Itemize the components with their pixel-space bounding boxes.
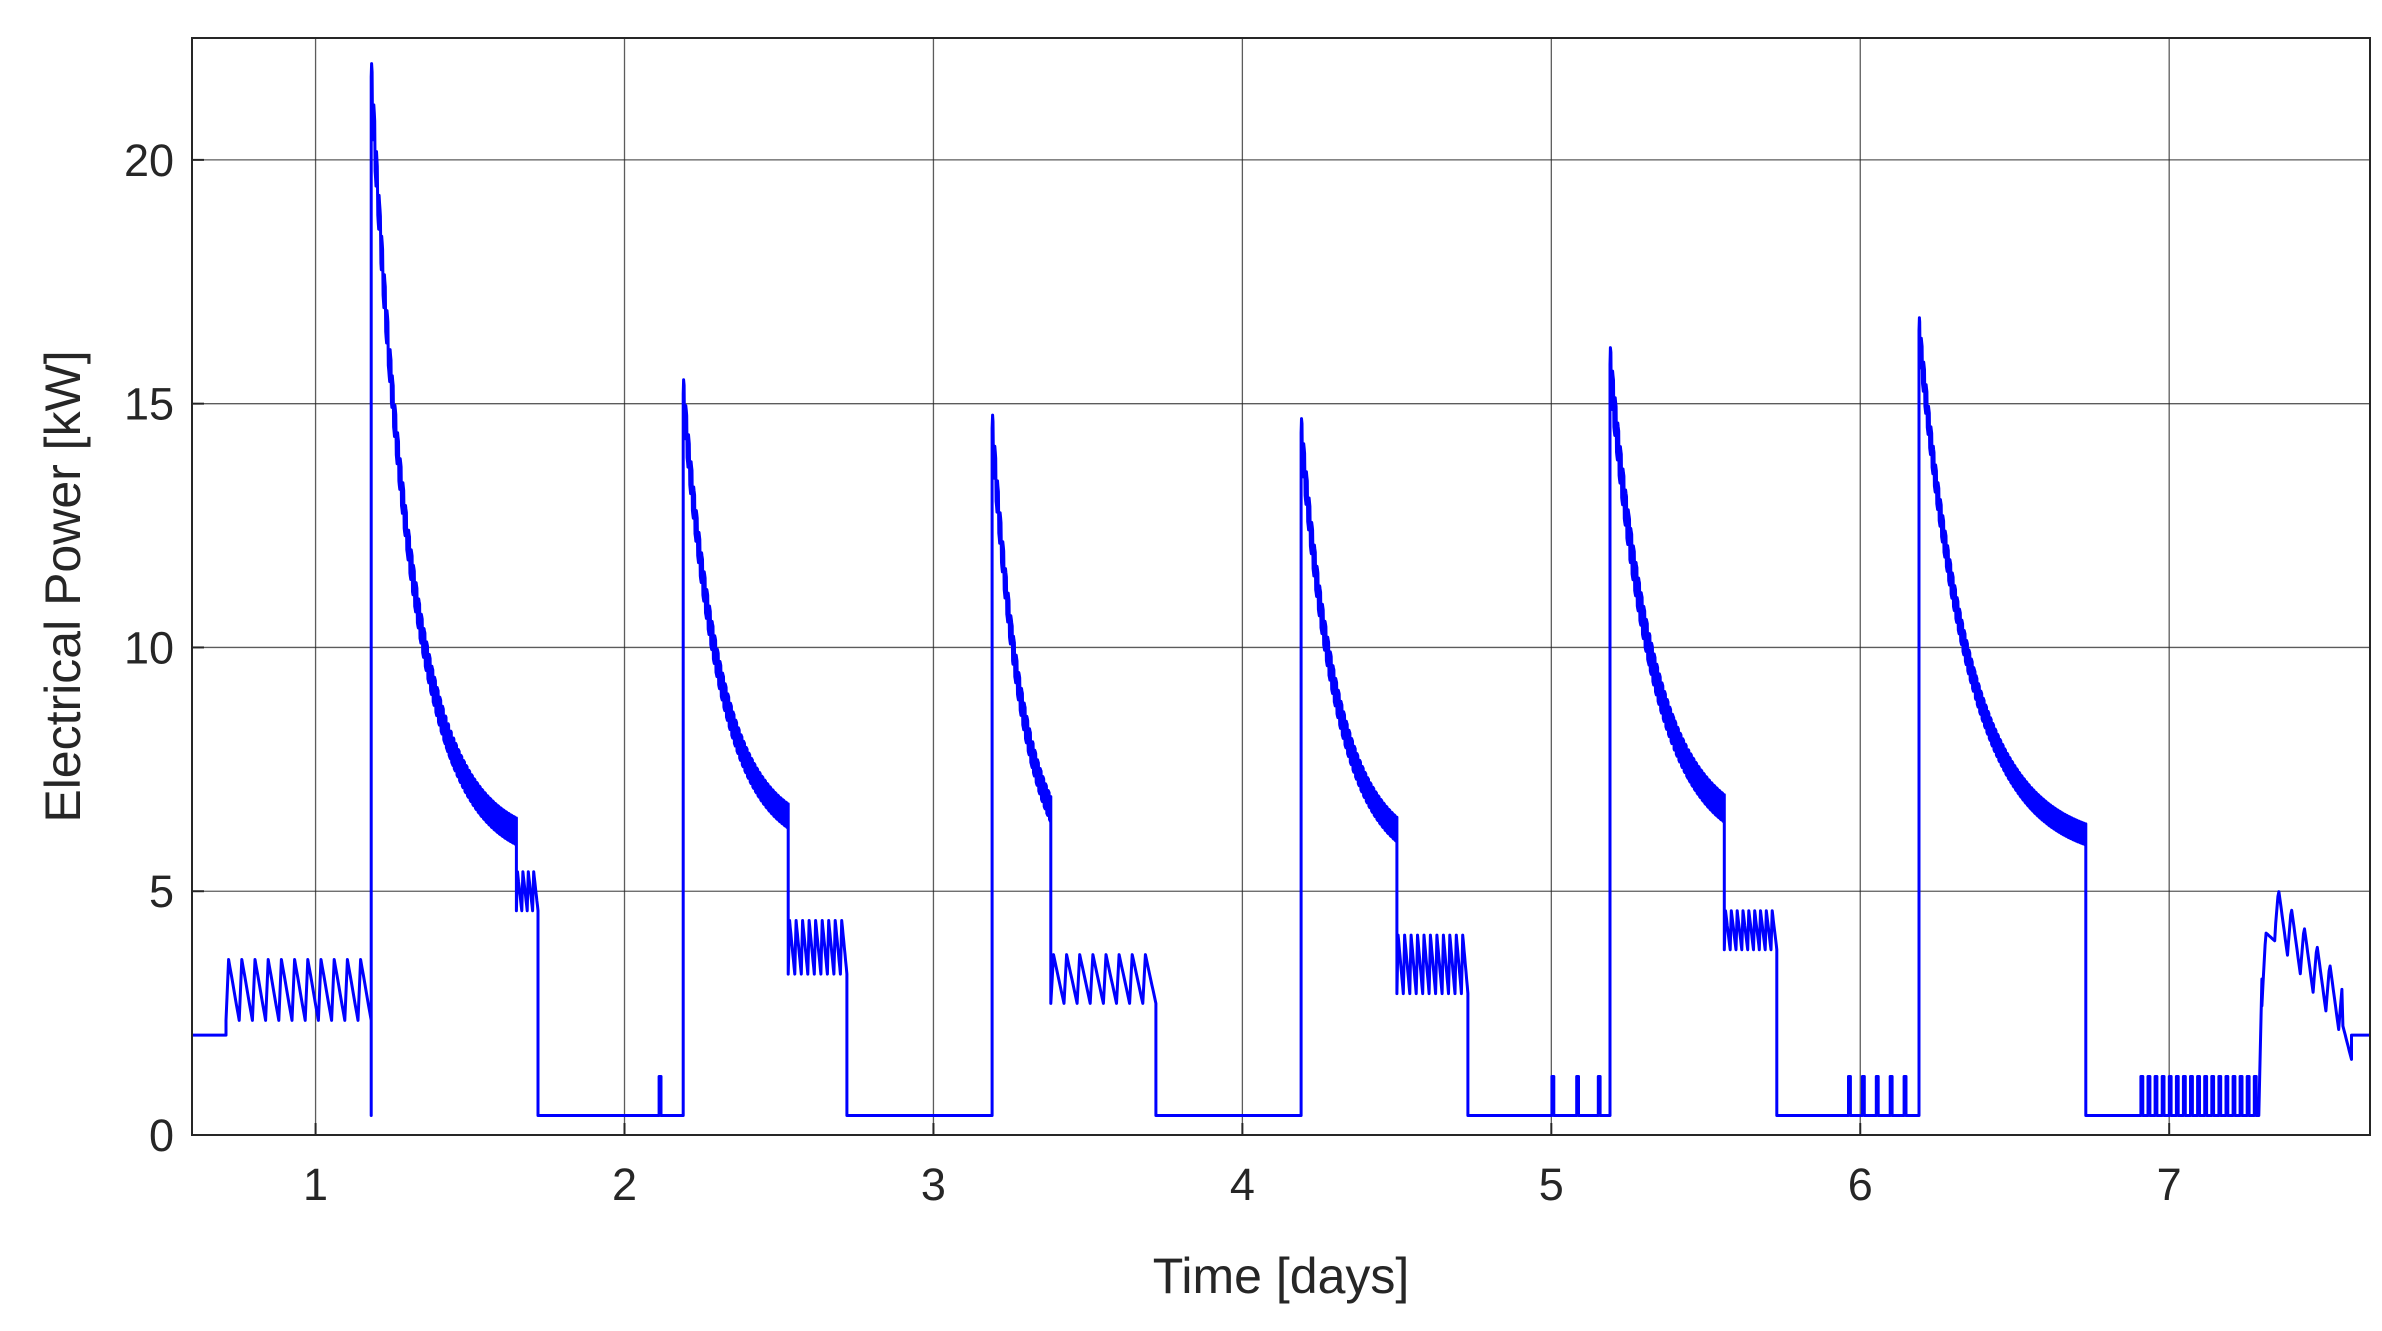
x-tick-label: 6 <box>1848 1159 1873 1210</box>
plot-area-frame <box>191 37 2371 1136</box>
grid-lines <box>192 38 2370 1135</box>
x-tick-label: 7 <box>2157 1159 2182 1210</box>
y-axis-title: Electrical Power [kW] <box>35 350 91 822</box>
y-tick-label: 15 <box>124 379 174 430</box>
y-axis-ticks: 0 5 10 15 20 <box>124 135 204 1161</box>
x-tick-label: 3 <box>921 1159 946 1210</box>
plot-series-layer <box>192 62 2370 1117</box>
x-axis-title: Time [days] <box>1153 1248 1410 1304</box>
y-tick-label: 0 <box>149 1110 174 1161</box>
y-tick-label: 10 <box>124 622 174 673</box>
x-tick-label: 4 <box>1230 1159 1255 1210</box>
series-line-power <box>192 62 2370 1117</box>
x-axis-ticks: 1 2 3 4 5 6 7 <box>303 1123 2182 1210</box>
x-tick-label: 1 <box>303 1159 328 1210</box>
y-tick-label: 5 <box>149 866 174 917</box>
y-tick-label: 20 <box>124 135 174 186</box>
x-tick-label: 2 <box>612 1159 637 1210</box>
x-tick-label: 5 <box>1539 1159 1564 1210</box>
